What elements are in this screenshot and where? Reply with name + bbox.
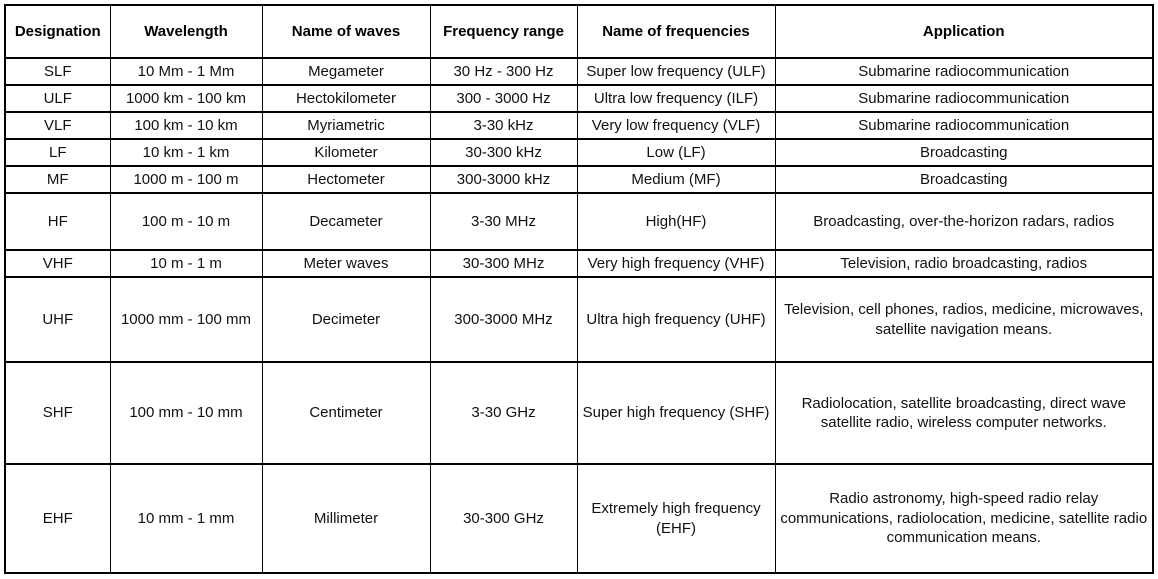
table-row-uhf: UHF 1000 mm - 100 mm Decimeter 300-3000 … bbox=[4, 276, 1154, 363]
cell-frequency-range: 300-3000 MHz bbox=[429, 276, 578, 363]
cell-wavelength: 1000 m - 100 m bbox=[109, 165, 263, 194]
table-row-ulf: ULF 1000 km - 100 km Hectokilometer 300 … bbox=[4, 84, 1154, 113]
cell-name-of-waves: Decimeter bbox=[261, 276, 431, 363]
cell-wavelength: 100 km - 10 km bbox=[109, 111, 263, 140]
cell-frequency-range: 30-300 kHz bbox=[429, 138, 578, 167]
cell-name-of-waves: Centimeter bbox=[261, 361, 431, 465]
cell-designation: LF bbox=[4, 138, 111, 167]
cell-name-of-waves: Millimeter bbox=[261, 463, 431, 574]
cell-frequency-range: 3-30 GHz bbox=[429, 361, 578, 465]
table-row-slf: SLF 10 Mm - 1 Mm Megameter 30 Hz - 300 H… bbox=[4, 57, 1154, 86]
cell-name-of-frequencies: High(HF) bbox=[576, 192, 776, 251]
cell-name-of-waves: Megameter bbox=[261, 57, 431, 86]
cell-designation: MF bbox=[4, 165, 111, 194]
cell-application: Submarine radiocommunication bbox=[774, 111, 1154, 140]
cell-application: Radiolocation, satellite broadcasting, d… bbox=[774, 361, 1154, 465]
cell-frequency-range: 30 Hz - 300 Hz bbox=[429, 57, 578, 86]
cell-name-of-waves: Hectokilometer bbox=[261, 84, 431, 113]
cell-name-of-frequencies: Ultra high frequency (UHF) bbox=[576, 276, 776, 363]
cell-designation: SHF bbox=[4, 361, 111, 465]
cell-name-of-frequencies: Very high frequency (VHF) bbox=[576, 249, 776, 278]
cell-designation: SLF bbox=[4, 57, 111, 86]
column-header-frequency-range: Frequency range bbox=[429, 4, 578, 59]
cell-application: Television, radio broadcasting, radios bbox=[774, 249, 1154, 278]
cell-name-of-frequencies: Medium (MF) bbox=[576, 165, 776, 194]
cell-wavelength: 10 mm - 1 mm bbox=[109, 463, 263, 574]
table-row-vlf: VLF 100 km - 10 km Myriametric 3-30 kHz … bbox=[4, 111, 1154, 140]
cell-application: Radio astronomy, high-speed radio relay … bbox=[774, 463, 1154, 574]
table-row-shf: SHF 100 mm - 10 mm Centimeter 3-30 GHz S… bbox=[4, 361, 1154, 465]
column-header-application: Application bbox=[774, 4, 1154, 59]
cell-designation: UHF bbox=[4, 276, 111, 363]
cell-application: Submarine radiocommunication bbox=[774, 57, 1154, 86]
column-header-designation: Designation bbox=[4, 4, 111, 59]
cell-wavelength: 1000 mm - 100 mm bbox=[109, 276, 263, 363]
table-row-vhf: VHF 10 m - 1 m Meter waves 30-300 MHz Ve… bbox=[4, 249, 1154, 278]
cell-frequency-range: 3-30 MHz bbox=[429, 192, 578, 251]
cell-frequency-range: 30-300 MHz bbox=[429, 249, 578, 278]
cell-name-of-frequencies: Very low frequency (VLF) bbox=[576, 111, 776, 140]
cell-designation: ULF bbox=[4, 84, 111, 113]
table-row-mf: MF 1000 m - 100 m Hectometer 300-3000 kH… bbox=[4, 165, 1154, 194]
cell-name-of-frequencies: Low (LF) bbox=[576, 138, 776, 167]
cell-wavelength: 10 Mm - 1 Mm bbox=[109, 57, 263, 86]
cell-name-of-waves: Myriametric bbox=[261, 111, 431, 140]
cell-wavelength: 100 m - 10 m bbox=[109, 192, 263, 251]
cell-application: Broadcasting bbox=[774, 165, 1154, 194]
cell-name-of-waves: Decameter bbox=[261, 192, 431, 251]
column-header-name-of-waves: Name of waves bbox=[261, 4, 431, 59]
cell-frequency-range: 300 - 3000 Hz bbox=[429, 84, 578, 113]
cell-application: Broadcasting bbox=[774, 138, 1154, 167]
cell-application: Television, cell phones, radios, medicin… bbox=[774, 276, 1154, 363]
header-row: Designation Wavelength Name of waves Fre… bbox=[4, 4, 1154, 59]
cell-application: Submarine radiocommunication bbox=[774, 84, 1154, 113]
cell-designation: HF bbox=[4, 192, 111, 251]
cell-name-of-frequencies: Super high frequency (SHF) bbox=[576, 361, 776, 465]
table-row-hf: HF 100 m - 10 m Decameter 3-30 MHz High(… bbox=[4, 192, 1154, 251]
cell-designation: EHF bbox=[4, 463, 111, 574]
cell-name-of-frequencies: Ultra low frequency (ILF) bbox=[576, 84, 776, 113]
cell-frequency-range: 30-300 GHz bbox=[429, 463, 578, 574]
radio-frequency-bands-table: Designation Wavelength Name of waves Fre… bbox=[4, 4, 1154, 574]
column-header-name-of-frequencies: Name of frequencies bbox=[576, 4, 776, 59]
cell-name-of-frequencies: Super low frequency (ULF) bbox=[576, 57, 776, 86]
cell-name-of-waves: Meter waves bbox=[261, 249, 431, 278]
cell-designation: VHF bbox=[4, 249, 111, 278]
cell-designation: VLF bbox=[4, 111, 111, 140]
cell-name-of-waves: Kilometer bbox=[261, 138, 431, 167]
cell-name-of-waves: Hectometer bbox=[261, 165, 431, 194]
cell-frequency-range: 3-30 kHz bbox=[429, 111, 578, 140]
cell-application: Broadcasting, over-the-horizon radars, r… bbox=[774, 192, 1154, 251]
cell-wavelength: 10 km - 1 km bbox=[109, 138, 263, 167]
table-row-lf: LF 10 km - 1 km Kilometer 30-300 kHz Low… bbox=[4, 138, 1154, 167]
cell-wavelength: 10 m - 1 m bbox=[109, 249, 263, 278]
column-header-wavelength: Wavelength bbox=[109, 4, 263, 59]
table-row-ehf: EHF 10 mm - 1 mm Millimeter 30-300 GHz E… bbox=[4, 463, 1154, 574]
cell-name-of-frequencies: Extremely high frequency (EHF) bbox=[576, 463, 776, 574]
cell-wavelength: 100 mm - 10 mm bbox=[109, 361, 263, 465]
cell-frequency-range: 300-3000 kHz bbox=[429, 165, 578, 194]
cell-wavelength: 1000 km - 100 km bbox=[109, 84, 263, 113]
